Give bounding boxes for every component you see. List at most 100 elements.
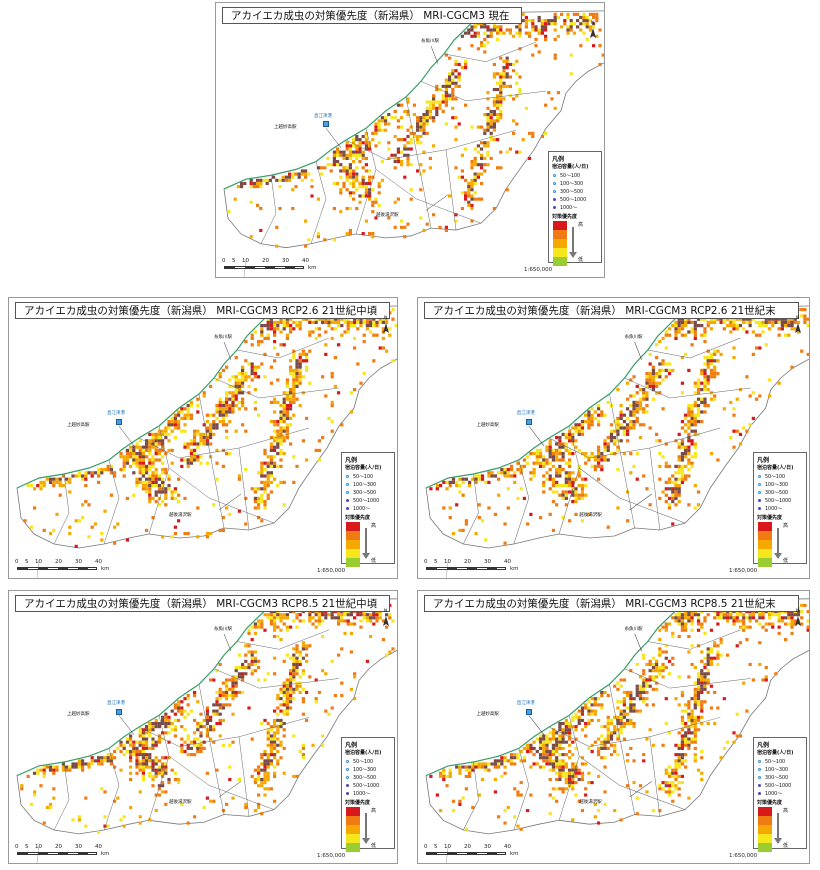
capacity-legend-item: 500～1000 — [553, 196, 586, 203]
port-icon — [525, 708, 532, 715]
capacity-legend-item: 300～500 — [553, 188, 583, 195]
capacity-dot-icon — [758, 760, 761, 763]
station-label-a: 上越妙高駅 — [67, 423, 90, 428]
capacity-legend-item: 50～100 — [758, 758, 785, 765]
scale-bar — [426, 567, 506, 570]
scale-tick-label: 20 — [55, 844, 62, 850]
scale-bar — [426, 852, 506, 855]
priority-swatch — [758, 843, 772, 852]
north-label: N — [796, 609, 800, 614]
north-label: N — [591, 21, 595, 26]
capacity-dot-icon — [553, 182, 556, 185]
capacity-range-label: 500～1000 — [765, 499, 792, 504]
down-arrow-icon — [774, 553, 782, 559]
scale-tick-label: 10 — [444, 844, 451, 850]
north-arrow-icon — [795, 323, 801, 333]
scale-tick-label: 40 — [504, 844, 511, 850]
capacity-range-label: 100～300 — [353, 768, 377, 773]
priority-swatch — [758, 558, 772, 567]
map-title: アカイエカ成虫の対策優先度（新潟県） MRI-CGCM3 RCP2.6 21世紀… — [424, 302, 799, 319]
scale-tick-label: 30 — [75, 559, 82, 565]
capacity-range-label: 1000～ — [765, 792, 783, 797]
capacity-legend-item: 300～500 — [758, 489, 788, 496]
capacity-legend-item: 100～300 — [553, 180, 583, 187]
priority-swatch — [346, 558, 360, 567]
capacity-dot-icon — [553, 174, 556, 177]
scale-tick-label: 0 — [15, 844, 19, 850]
capacity-range-label: 500～1000 — [353, 499, 380, 504]
capacity-legend-item: 50～100 — [758, 473, 785, 480]
priority-swatch — [346, 816, 360, 825]
scale-tick-label: 20 — [262, 258, 269, 264]
scale-tick-label: 20 — [464, 559, 471, 565]
scale-ratio: 1:650,000 — [317, 853, 346, 859]
scale-tick-label: 30 — [282, 258, 289, 264]
priority-swatch — [758, 522, 772, 531]
legend-heading: 凡例 — [757, 457, 770, 464]
scale-tick-label: 10 — [444, 559, 451, 565]
capacity-range-label: 1000～ — [560, 206, 578, 211]
port-label: 直江津港 — [516, 700, 535, 706]
capacity-legend-item: 50～100 — [553, 172, 580, 179]
station-label-c: 越後湯沢駅 — [169, 513, 192, 518]
priority-swatch — [758, 531, 772, 540]
niigata-priority-map — [16, 598, 397, 863]
capacity-legend-item: 500～1000 — [758, 497, 791, 504]
municipal-boundaries — [53, 629, 340, 831]
scale-tick-label: 5 — [25, 844, 29, 850]
priority-swatch — [346, 522, 360, 531]
scale-tick-label: 30 — [484, 559, 491, 565]
capacity-legend-item: 1000～ — [346, 505, 370, 512]
coastline — [16, 600, 276, 777]
municipal-boundaries — [260, 41, 547, 244]
capacity-legend-item: 300～500 — [758, 774, 788, 781]
capacity-dot-icon — [346, 483, 349, 486]
capacity-dot-icon — [758, 768, 761, 771]
scale-ratio: 1:650,000 — [524, 267, 553, 273]
capacity-legend-item: 1000～ — [758, 790, 782, 797]
station-label-a: 上越妙高駅 — [476, 712, 499, 718]
station-label-b: 糸魚川駅 — [214, 335, 232, 340]
capacity-range-label: 50～100 — [560, 174, 581, 179]
station-label-c: 越後湯沢駅 — [376, 213, 399, 219]
priority-swatch — [346, 834, 360, 843]
capacity-dot-icon — [758, 491, 761, 494]
capacity-dot-icon — [346, 784, 349, 787]
high-label: 高 — [371, 808, 377, 814]
municipal-boundaries — [463, 337, 751, 545]
station-label-b: 糸魚川駅 — [214, 626, 232, 632]
priority-swatch — [346, 531, 360, 540]
station-label-b: 糸魚川駅 — [624, 626, 643, 632]
legend-heading: 凡例 — [345, 742, 358, 749]
capacity-range-label: 1000～ — [353, 792, 371, 797]
priority-swatch — [553, 221, 567, 230]
map-legend: 凡例 宿泊容量(人/日) 50～100 100～300 300～500 500～1000 1… — [753, 737, 807, 852]
capacity-range-label: 500～1000 — [765, 784, 792, 789]
capacity-dot-icon — [346, 760, 349, 763]
map-title: アカイエカ成虫の対策優先度（新潟県） MRI-CGCM3 RCP2.6 21世紀… — [15, 302, 390, 319]
capacity-dot-icon — [758, 792, 761, 795]
capacity-title: 宿泊容量(人/日) — [345, 750, 382, 756]
capacity-legend-item: 100～300 — [346, 481, 376, 488]
scale-unit: km — [101, 851, 110, 857]
map-title: アカイエカ成虫の対策優先度（新潟県） MRI-CGCM3 RCP8.5 21世紀… — [15, 595, 390, 612]
scale-tick-label: 30 — [484, 844, 491, 850]
capacity-dot-icon — [758, 483, 761, 486]
capacity-dot-icon — [553, 206, 556, 209]
down-arrow-icon — [362, 838, 370, 844]
capacity-range-label: 100～300 — [560, 182, 584, 187]
station-label-a: 上越妙高駅 — [476, 423, 499, 428]
scale-tick-label: 10 — [242, 258, 249, 264]
priority-title: 対策優先度 — [552, 214, 578, 220]
scale-bar — [224, 266, 304, 269]
coastline — [223, 12, 483, 190]
map-legend: 凡例 宿泊容量(人/日) 50～100 100～300 300～500 500～1000 1… — [341, 452, 395, 567]
capacity-dot-icon — [346, 768, 349, 771]
capacity-legend-item: 1000～ — [346, 790, 370, 797]
priority-swatch — [346, 540, 360, 549]
capacity-range-label: 50～100 — [765, 760, 786, 765]
coastline — [16, 307, 276, 489]
scale-unit: km — [510, 851, 519, 857]
priority-swatch — [346, 807, 360, 816]
capacity-title: 宿泊容量(人/日) — [552, 164, 589, 170]
